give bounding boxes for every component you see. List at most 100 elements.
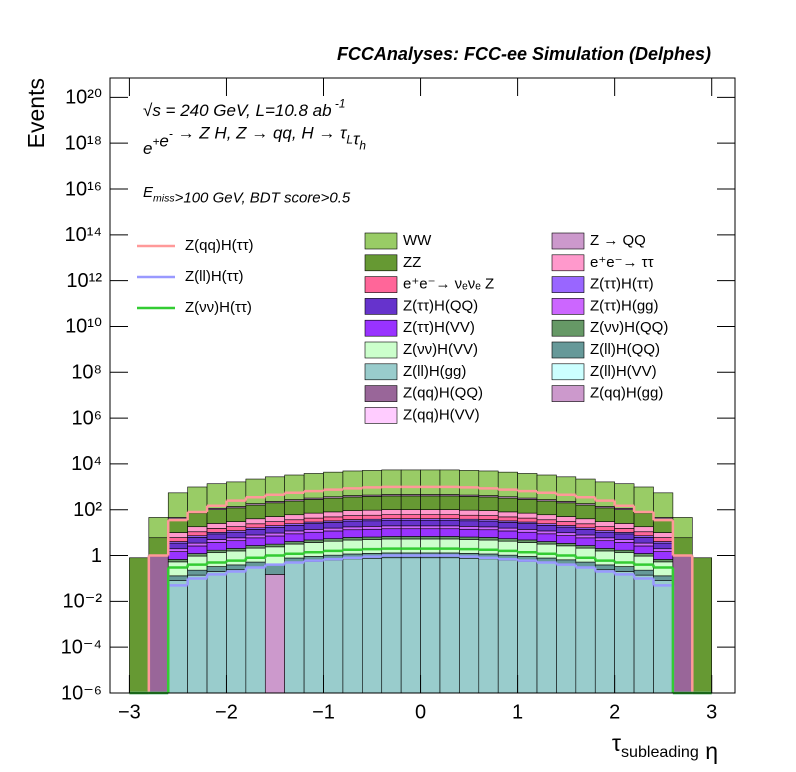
y-tick-label: 10⁻² xyxy=(63,591,103,613)
histogram-bin xyxy=(594,550,615,566)
histogram-bin xyxy=(226,548,247,552)
histogram-bin xyxy=(226,569,247,694)
histogram-bin xyxy=(400,557,421,694)
histogram-bin xyxy=(478,496,499,511)
histogram-bin xyxy=(245,504,266,520)
histogram-bin xyxy=(264,526,285,534)
histogram-bin xyxy=(459,528,480,538)
histogram-bin xyxy=(303,512,324,519)
legend-swatch xyxy=(364,363,398,381)
histogram-bin xyxy=(420,538,441,554)
histogram-bin xyxy=(167,542,188,550)
legend-swatch xyxy=(364,407,398,424)
rich-text: Emiss>100 GeV, BDT score>0.5 xyxy=(143,184,351,206)
histogram-bin xyxy=(594,526,615,531)
histogram-bin xyxy=(633,542,654,547)
x-tick-label: −1 xyxy=(312,701,335,723)
histogram-bin xyxy=(653,492,674,518)
histogram-bin xyxy=(478,539,499,555)
legend-label: Z(νν)H(VV) xyxy=(403,341,478,358)
histogram-bin xyxy=(226,550,247,566)
histogram-bin xyxy=(633,569,654,576)
legend-label: Z(ll)H(gg) xyxy=(403,363,466,380)
text-piece: e xyxy=(159,132,168,151)
histogram-bin xyxy=(459,557,480,694)
histogram-bin xyxy=(245,534,266,539)
histogram-bin xyxy=(439,514,460,519)
histogram-bin xyxy=(323,497,344,513)
histogram-bin xyxy=(323,559,344,694)
histogram-bin xyxy=(381,525,402,530)
legend-label: ZZ xyxy=(403,254,421,271)
histogram-bin xyxy=(362,520,383,527)
histogram-bin xyxy=(264,574,285,694)
histogram-bin xyxy=(478,537,499,541)
histogram-bin xyxy=(439,536,460,540)
histogram-bin xyxy=(594,507,615,522)
histogram-bin xyxy=(633,526,654,533)
histogram-bin xyxy=(381,514,402,519)
histogram-bin xyxy=(284,474,305,500)
histogram-bin xyxy=(400,536,421,540)
text-piece: E xyxy=(143,184,154,201)
histogram-bin xyxy=(226,481,247,507)
histogram-bin xyxy=(206,523,227,529)
histogram-bin xyxy=(303,473,324,499)
histogram-bin xyxy=(556,543,577,547)
histogram-bin xyxy=(284,530,305,535)
histogram-bin xyxy=(653,532,674,538)
y-tick-label: 10¹² xyxy=(66,270,102,292)
histogram-bin xyxy=(303,517,324,523)
histogram-bin xyxy=(284,562,305,694)
histogram-bin xyxy=(633,553,654,557)
histogram-bin xyxy=(459,536,480,540)
histogram-bin xyxy=(187,486,208,512)
legend-label: Z(ll)H(ττ) xyxy=(185,268,244,285)
histogram-bin xyxy=(303,529,324,533)
histogram-bin xyxy=(594,531,615,539)
histogram-bin xyxy=(536,530,557,535)
histogram-bin xyxy=(148,537,169,556)
histogram-bin xyxy=(381,509,402,515)
histogram-bin xyxy=(614,533,635,540)
histogram-bin xyxy=(245,561,266,568)
histogram-bin xyxy=(459,520,480,527)
text-piece: h xyxy=(359,139,366,153)
histogram-bin xyxy=(439,469,460,495)
histogram-bin xyxy=(653,575,674,581)
histogram-bin xyxy=(323,522,344,529)
histogram-bin xyxy=(245,566,266,694)
histogram-bin xyxy=(614,571,635,694)
histogram-bin xyxy=(478,558,499,694)
histogram-bin xyxy=(303,523,324,530)
histogram-bin xyxy=(400,469,421,495)
histogram-bin xyxy=(245,478,266,504)
histogram-bin xyxy=(206,539,227,543)
histogram-bin xyxy=(167,559,188,563)
histogram-bin xyxy=(167,548,188,552)
legend-swatch xyxy=(364,276,398,293)
histogram-bin xyxy=(381,528,402,537)
histogram-bin xyxy=(226,540,247,549)
histogram-bin xyxy=(536,500,557,516)
rich-text: √s = 240 GeV, L=10.8 ab -1 xyxy=(143,96,345,120)
histogram-bin xyxy=(439,509,460,515)
histogram-bin xyxy=(594,569,615,694)
legend-swatch xyxy=(551,363,585,381)
histogram-bin xyxy=(691,557,713,694)
histogram-bin xyxy=(575,478,596,504)
y-tick-label: 10²⁰ xyxy=(65,87,102,109)
histogram-bin xyxy=(420,509,441,515)
histogram-bin xyxy=(497,538,518,542)
histogram-bin xyxy=(536,541,557,545)
text-piece: + xyxy=(152,134,159,148)
histogram-bin xyxy=(536,474,557,500)
histogram-bin xyxy=(245,529,266,536)
histogram-bin xyxy=(264,476,285,502)
histogram-bin xyxy=(420,469,441,495)
histogram-bin xyxy=(362,557,383,694)
histogram-bin xyxy=(459,470,480,496)
legend-label: Z(ll)H(QQ) xyxy=(590,341,660,358)
histogram-bin xyxy=(303,561,324,694)
